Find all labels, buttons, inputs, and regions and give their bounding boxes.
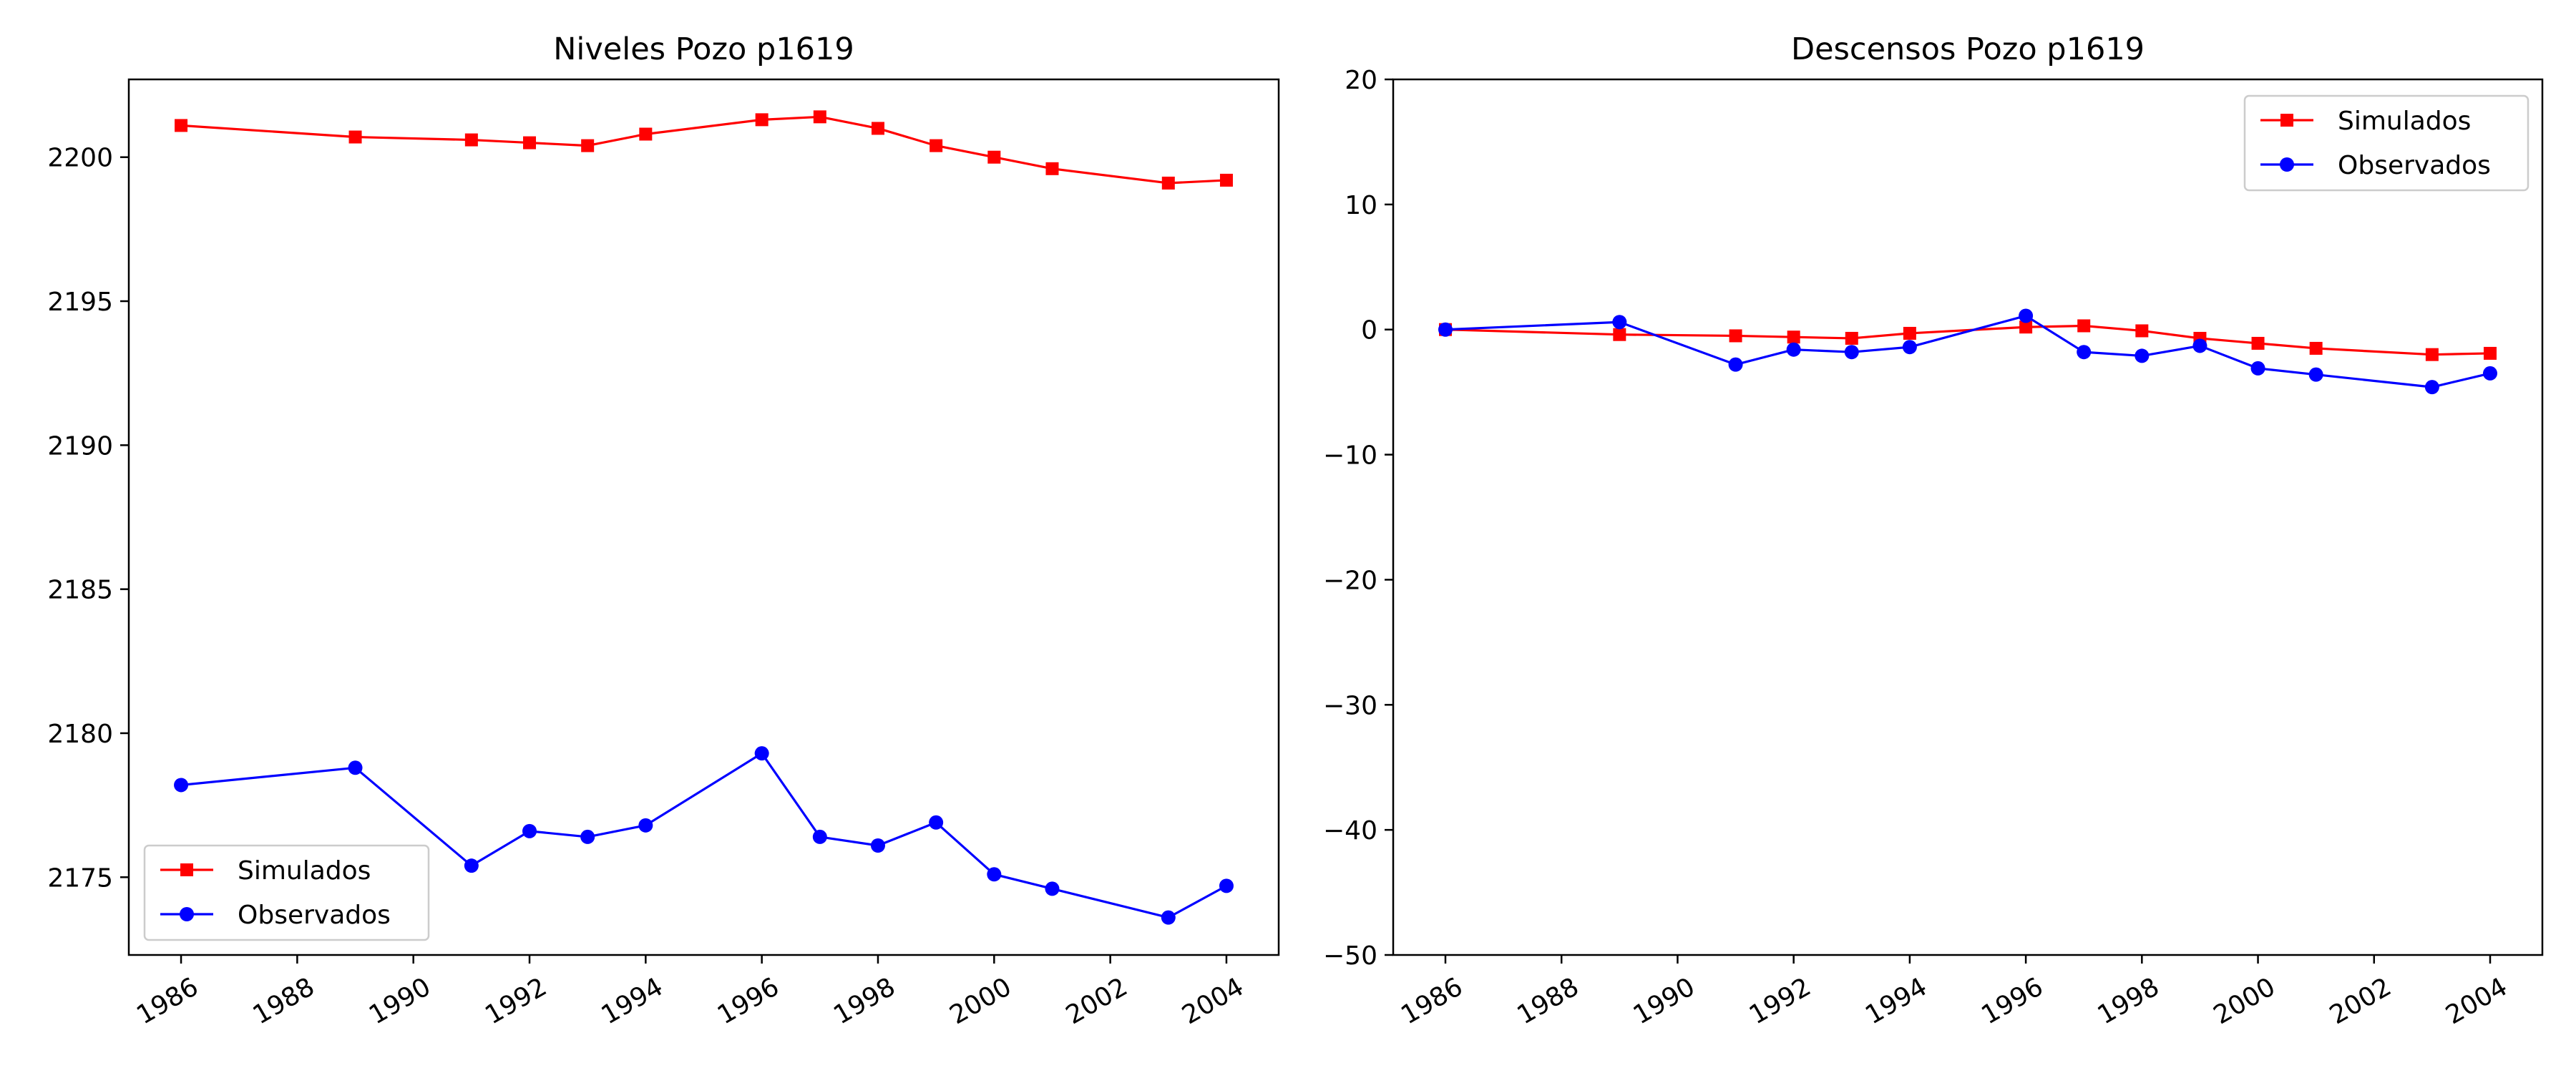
y-tick-label: −30 bbox=[1323, 691, 1377, 720]
simulados-point bbox=[2484, 346, 2497, 360]
y-tick-label: −50 bbox=[1323, 941, 1377, 971]
y-tick-label: 2195 bbox=[47, 288, 113, 317]
simulados-point bbox=[1045, 162, 1059, 175]
simulados-point bbox=[639, 127, 653, 141]
observados-point bbox=[987, 867, 1002, 882]
simulados-point bbox=[755, 113, 769, 127]
y-tick-label: −40 bbox=[1323, 816, 1377, 846]
simulados-point bbox=[930, 139, 943, 152]
observados-point bbox=[2250, 361, 2265, 376]
simulados-point bbox=[2019, 320, 2033, 334]
observados-point bbox=[1161, 910, 1176, 925]
legend-observados-label: Observados bbox=[2338, 151, 2491, 180]
simulados-line bbox=[1445, 324, 2491, 356]
simulados-point bbox=[1161, 176, 1175, 190]
simulados-point bbox=[2251, 336, 2265, 350]
observados-point bbox=[1045, 881, 1060, 896]
observados-point bbox=[1219, 878, 1234, 893]
legend-simulados-label: Simulados bbox=[238, 856, 371, 886]
observados-point bbox=[464, 858, 479, 873]
observados-point bbox=[1844, 345, 1859, 360]
observados-point bbox=[754, 746, 769, 761]
simulados-point bbox=[523, 136, 537, 150]
observados-point bbox=[522, 823, 537, 838]
observados-point bbox=[174, 778, 189, 793]
y-tick-label: 2200 bbox=[47, 144, 113, 173]
legend-simulados-marker bbox=[180, 863, 193, 876]
plot-area bbox=[1438, 308, 2497, 395]
observados-point bbox=[1438, 322, 1453, 337]
legend-observados-label: Observados bbox=[238, 901, 391, 930]
observados-line bbox=[180, 752, 1227, 919]
observados-point bbox=[812, 829, 827, 844]
simulados-point bbox=[1845, 331, 1858, 345]
chart-title: Niveles Pozo p1619 bbox=[553, 31, 854, 67]
observados-point bbox=[1902, 340, 1917, 355]
observados-point bbox=[1786, 342, 1801, 357]
legend: Simulados Observados bbox=[143, 844, 430, 941]
legend: Simulados Observados bbox=[2243, 94, 2529, 192]
legend-box bbox=[2243, 94, 2529, 192]
observados-point bbox=[2135, 348, 2150, 363]
simulados-point bbox=[348, 130, 362, 144]
axes-frame bbox=[1392, 78, 2544, 956]
simulados-point bbox=[2309, 341, 2323, 355]
simulados-point bbox=[1613, 328, 1626, 341]
observados-point bbox=[2424, 380, 2439, 395]
y-tick-label: 0 bbox=[1361, 316, 1377, 346]
simulados-point bbox=[2425, 348, 2439, 361]
observados-point bbox=[929, 815, 944, 830]
plot-area bbox=[174, 110, 1234, 925]
legend-simulados-label: Simulados bbox=[2338, 107, 2471, 136]
y-tick-label: 10 bbox=[1345, 191, 1377, 220]
observados-point bbox=[580, 829, 595, 844]
simulados-line bbox=[180, 115, 1227, 185]
observados-point bbox=[638, 818, 653, 833]
chart-title: Descensos Pozo p1619 bbox=[1791, 31, 2145, 67]
simulados-point bbox=[581, 139, 595, 152]
simulados-point bbox=[2077, 319, 2091, 333]
y-tick-label: 2185 bbox=[47, 576, 113, 605]
observados-point bbox=[348, 760, 363, 775]
simulados-point bbox=[1787, 330, 1800, 344]
simulados-point bbox=[175, 119, 188, 132]
observados-point bbox=[2192, 338, 2207, 353]
y-tick-label: 2180 bbox=[47, 720, 113, 749]
observados-point bbox=[2308, 367, 2323, 382]
simulados-point bbox=[1219, 173, 1233, 187]
observados-point bbox=[2077, 345, 2092, 360]
y-tick-label: −10 bbox=[1323, 441, 1377, 471]
observados-point bbox=[1612, 315, 1627, 330]
observados-point bbox=[1728, 357, 1743, 372]
y-tick-label: 20 bbox=[1345, 66, 1377, 95]
axes-frame bbox=[127, 78, 1280, 956]
y-tick-label: −20 bbox=[1323, 566, 1377, 595]
legend-observados-marker bbox=[180, 907, 194, 921]
observados-line bbox=[1445, 314, 2491, 388]
simulados-point bbox=[2135, 324, 2149, 338]
simulados-point bbox=[1903, 326, 1916, 340]
legend-simulados-marker bbox=[2280, 114, 2293, 127]
observados-point bbox=[2019, 308, 2034, 323]
simulados-point bbox=[987, 150, 1001, 164]
simulados-point bbox=[1729, 329, 1742, 343]
y-tick-label: 2175 bbox=[47, 863, 113, 893]
legend-box bbox=[143, 844, 430, 941]
observados-point bbox=[2483, 366, 2497, 381]
simulados-point bbox=[871, 122, 884, 135]
observados-point bbox=[870, 838, 885, 853]
legend-observados-marker bbox=[2280, 157, 2294, 172]
simulados-point bbox=[464, 133, 478, 147]
y-tick-label: 2190 bbox=[47, 431, 113, 461]
simulados-point bbox=[813, 110, 826, 124]
